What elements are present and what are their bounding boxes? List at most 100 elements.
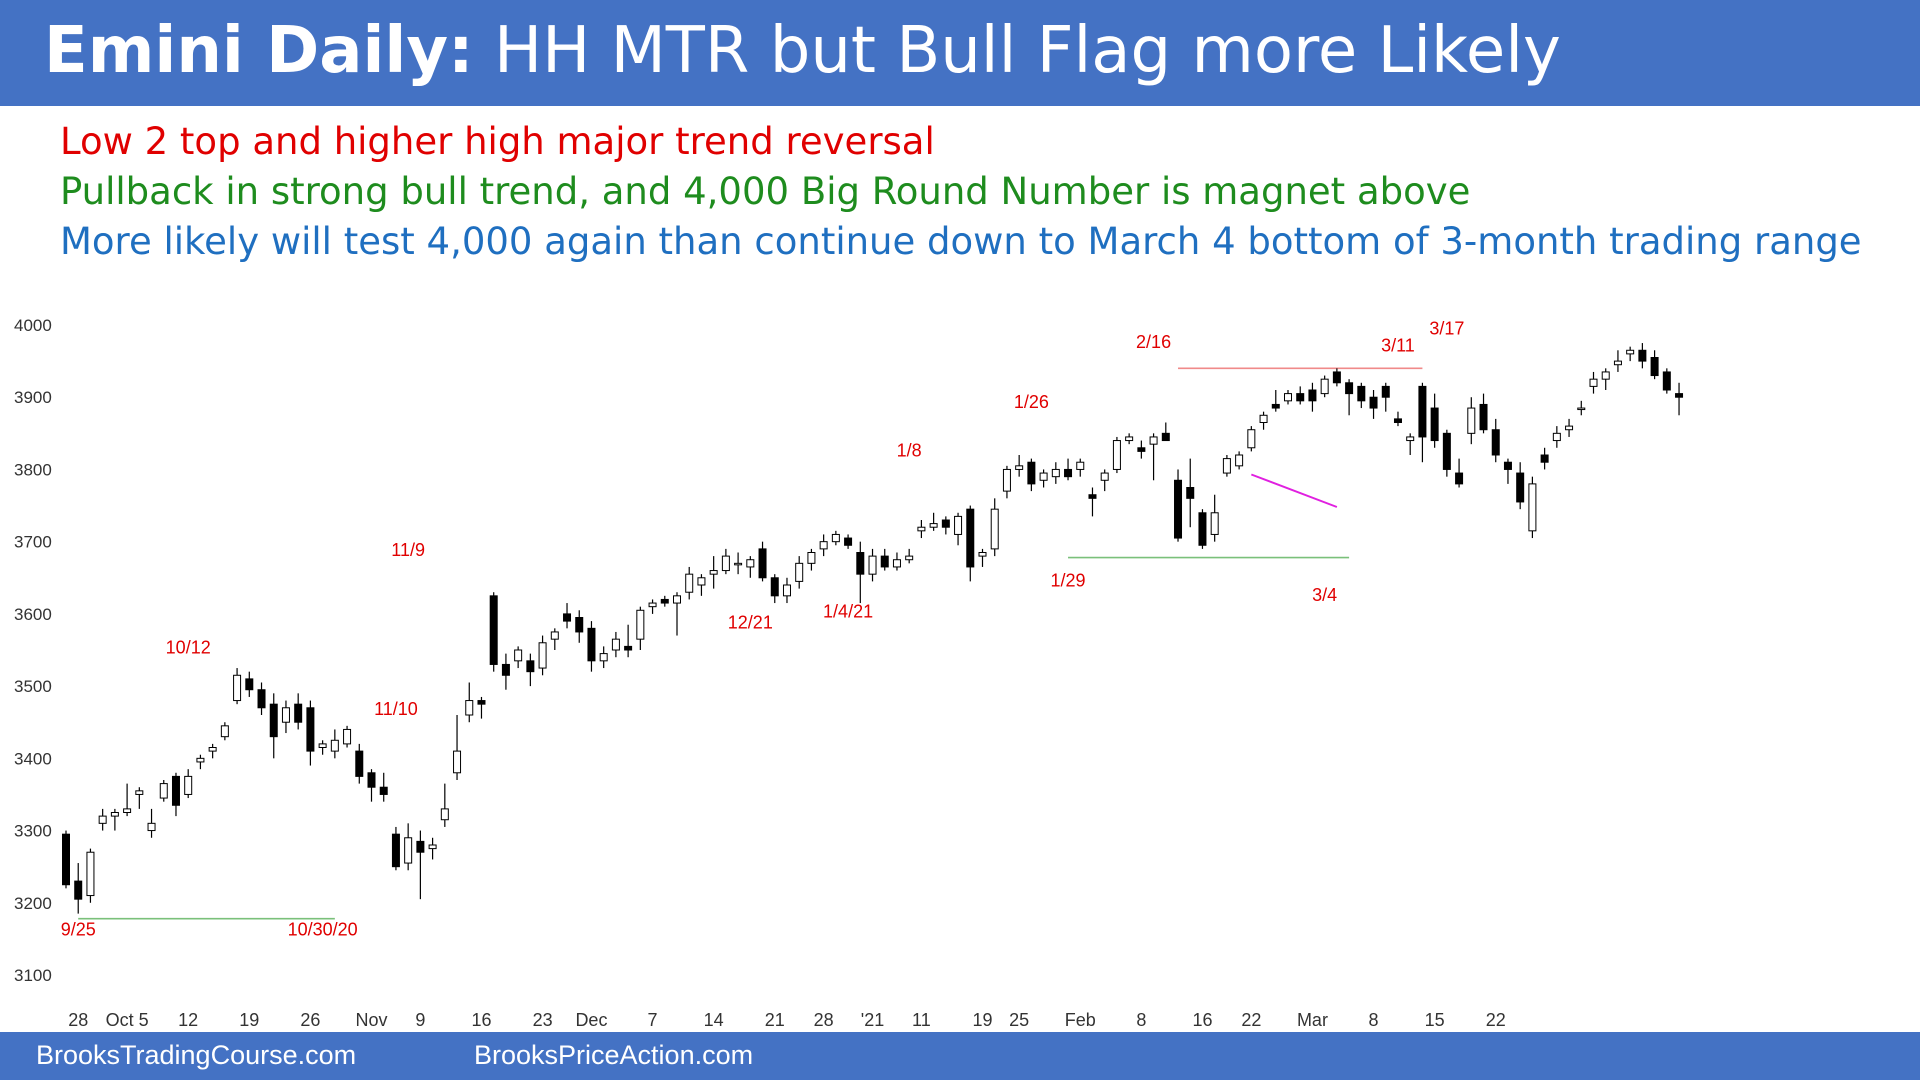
bull-candle-body [440, 808, 449, 821]
x-tick-label: 28 [814, 1010, 834, 1030]
bull-candle-body [905, 555, 914, 561]
bull-candle-body [98, 815, 107, 824]
bear-candle-body [489, 595, 498, 665]
x-tick-label: 28 [68, 1010, 88, 1030]
bull-candle-body [1222, 458, 1231, 474]
bear-candle-body [1345, 382, 1354, 395]
bull-candle-body [734, 562, 743, 566]
bear-candle-body [1503, 461, 1512, 470]
date-annotation: 10/30/20 [288, 919, 358, 939]
bull-candle-body [1002, 468, 1011, 492]
date-annotation: 9/25 [61, 919, 96, 939]
date-annotation: 10/12 [166, 638, 211, 658]
bear-candle-body [74, 880, 83, 900]
bear-candle-body [1479, 403, 1488, 431]
bull-candle-body [1039, 472, 1048, 481]
bear-candle-body [966, 508, 975, 568]
bull-candle-body [697, 577, 706, 586]
bull-candle-body [648, 602, 657, 608]
bull-candle-body [1210, 512, 1219, 535]
bull-candle-body [1076, 461, 1085, 470]
date-annotation: 1/26 [1014, 392, 1049, 412]
bull-candle-body [721, 555, 730, 572]
x-tick-label: 19 [972, 1010, 992, 1030]
bull-candle-body [135, 790, 144, 795]
bear-candle-body [1381, 385, 1390, 398]
bear-candle-body [624, 645, 633, 651]
x-tick-label: 21 [765, 1010, 785, 1030]
bull-candle-body [184, 775, 193, 795]
y-tick-label: 3800 [14, 460, 52, 479]
x-tick-label: 9 [415, 1010, 425, 1030]
footer-bar: BrooksTradingCourse.com BrooksPriceActio… [0, 1032, 1920, 1080]
bull-candle-body [1467, 407, 1476, 434]
bear-candle-body [257, 689, 266, 709]
bear-candle-body [294, 703, 303, 723]
bull-candle-body [1112, 440, 1121, 470]
bull-candle-body [954, 515, 963, 535]
bull-candle-body [514, 649, 523, 662]
bull-candle-body [404, 837, 413, 864]
bull-candle-body [929, 523, 938, 528]
bear-candle-body [526, 660, 535, 673]
bull-candle-body [1100, 472, 1109, 481]
bear-candle-body [1369, 396, 1378, 409]
bear-candle-body [1418, 385, 1427, 438]
bear-candle-body [62, 833, 70, 886]
bull-candle-body [636, 609, 645, 640]
bear-candle-body [171, 775, 180, 806]
bull-candle-body [1051, 468, 1060, 478]
bear-candle-body [1357, 385, 1366, 402]
x-tick-label: Dec [575, 1010, 607, 1030]
bear-candle-body [844, 537, 853, 546]
y-tick-label: 3100 [14, 966, 52, 985]
bear-candle-body [1027, 461, 1036, 485]
x-tick-label: 15 [1425, 1010, 1445, 1030]
bull-candle-body [1149, 436, 1158, 445]
bear-candle-body [1430, 407, 1439, 442]
bull-candle-body [538, 642, 547, 669]
y-tick-label: 3400 [14, 749, 52, 768]
footer-link-price-action[interactable]: BrooksPriceAction.com [474, 1040, 754, 1070]
bull-candle-body [1565, 425, 1574, 431]
bull-candle-body [196, 757, 205, 763]
x-tick-label: 14 [704, 1010, 724, 1030]
y-tick-label: 3300 [14, 822, 52, 841]
note-line-3: More likely will test 4,000 again than c… [60, 220, 1862, 263]
bull-candle-body [220, 725, 229, 738]
bear-candle-body [1675, 393, 1684, 398]
bull-candle-body [746, 559, 755, 568]
bear-candle-body [355, 750, 364, 777]
x-tick-label: 22 [1486, 1010, 1506, 1030]
bull-candle-body [1284, 393, 1292, 402]
x-tick-label: 23 [533, 1010, 553, 1030]
bull-candle-body [233, 674, 242, 702]
x-tick-label: '21 [861, 1010, 884, 1030]
x-tick-label: 8 [1136, 1010, 1146, 1030]
bull-candle-body [978, 552, 987, 557]
bull-candle-body [1247, 429, 1256, 449]
bull-candle-body [782, 584, 791, 597]
footer-link-trading-course[interactable]: BrooksTradingCourse.com [36, 1040, 357, 1070]
date-annotation: 2/16 [1136, 332, 1171, 352]
x-tick-label: Oct 5 [106, 1010, 149, 1030]
bear-candle-body [477, 700, 486, 705]
date-annotation: 11/10 [374, 699, 418, 719]
bear-candle-body [1442, 432, 1451, 470]
title-bar: Emini Daily: HH MTR but Bull Flag more L… [0, 0, 1920, 106]
bull-candle-body [159, 783, 168, 799]
bull-candle-body [685, 573, 694, 593]
title-bold-part: Emini Daily: [44, 14, 474, 88]
bull-candle-body [1015, 465, 1024, 470]
bull-candle-body [550, 631, 559, 640]
date-annotation: 3/4 [1312, 585, 1337, 605]
date-annotation: 3/17 [1429, 318, 1464, 338]
bull-candle-body [1589, 378, 1598, 387]
bear-candle-body [1271, 403, 1280, 409]
date-annotation: 1/4/21 [823, 602, 873, 622]
bear-candle-body [1662, 371, 1671, 391]
bull-candle-body [1601, 371, 1610, 380]
date-annotation: 11/9 [391, 540, 425, 560]
x-tick-label: 7 [648, 1010, 658, 1030]
x-tick-label: 11 [912, 1010, 931, 1030]
